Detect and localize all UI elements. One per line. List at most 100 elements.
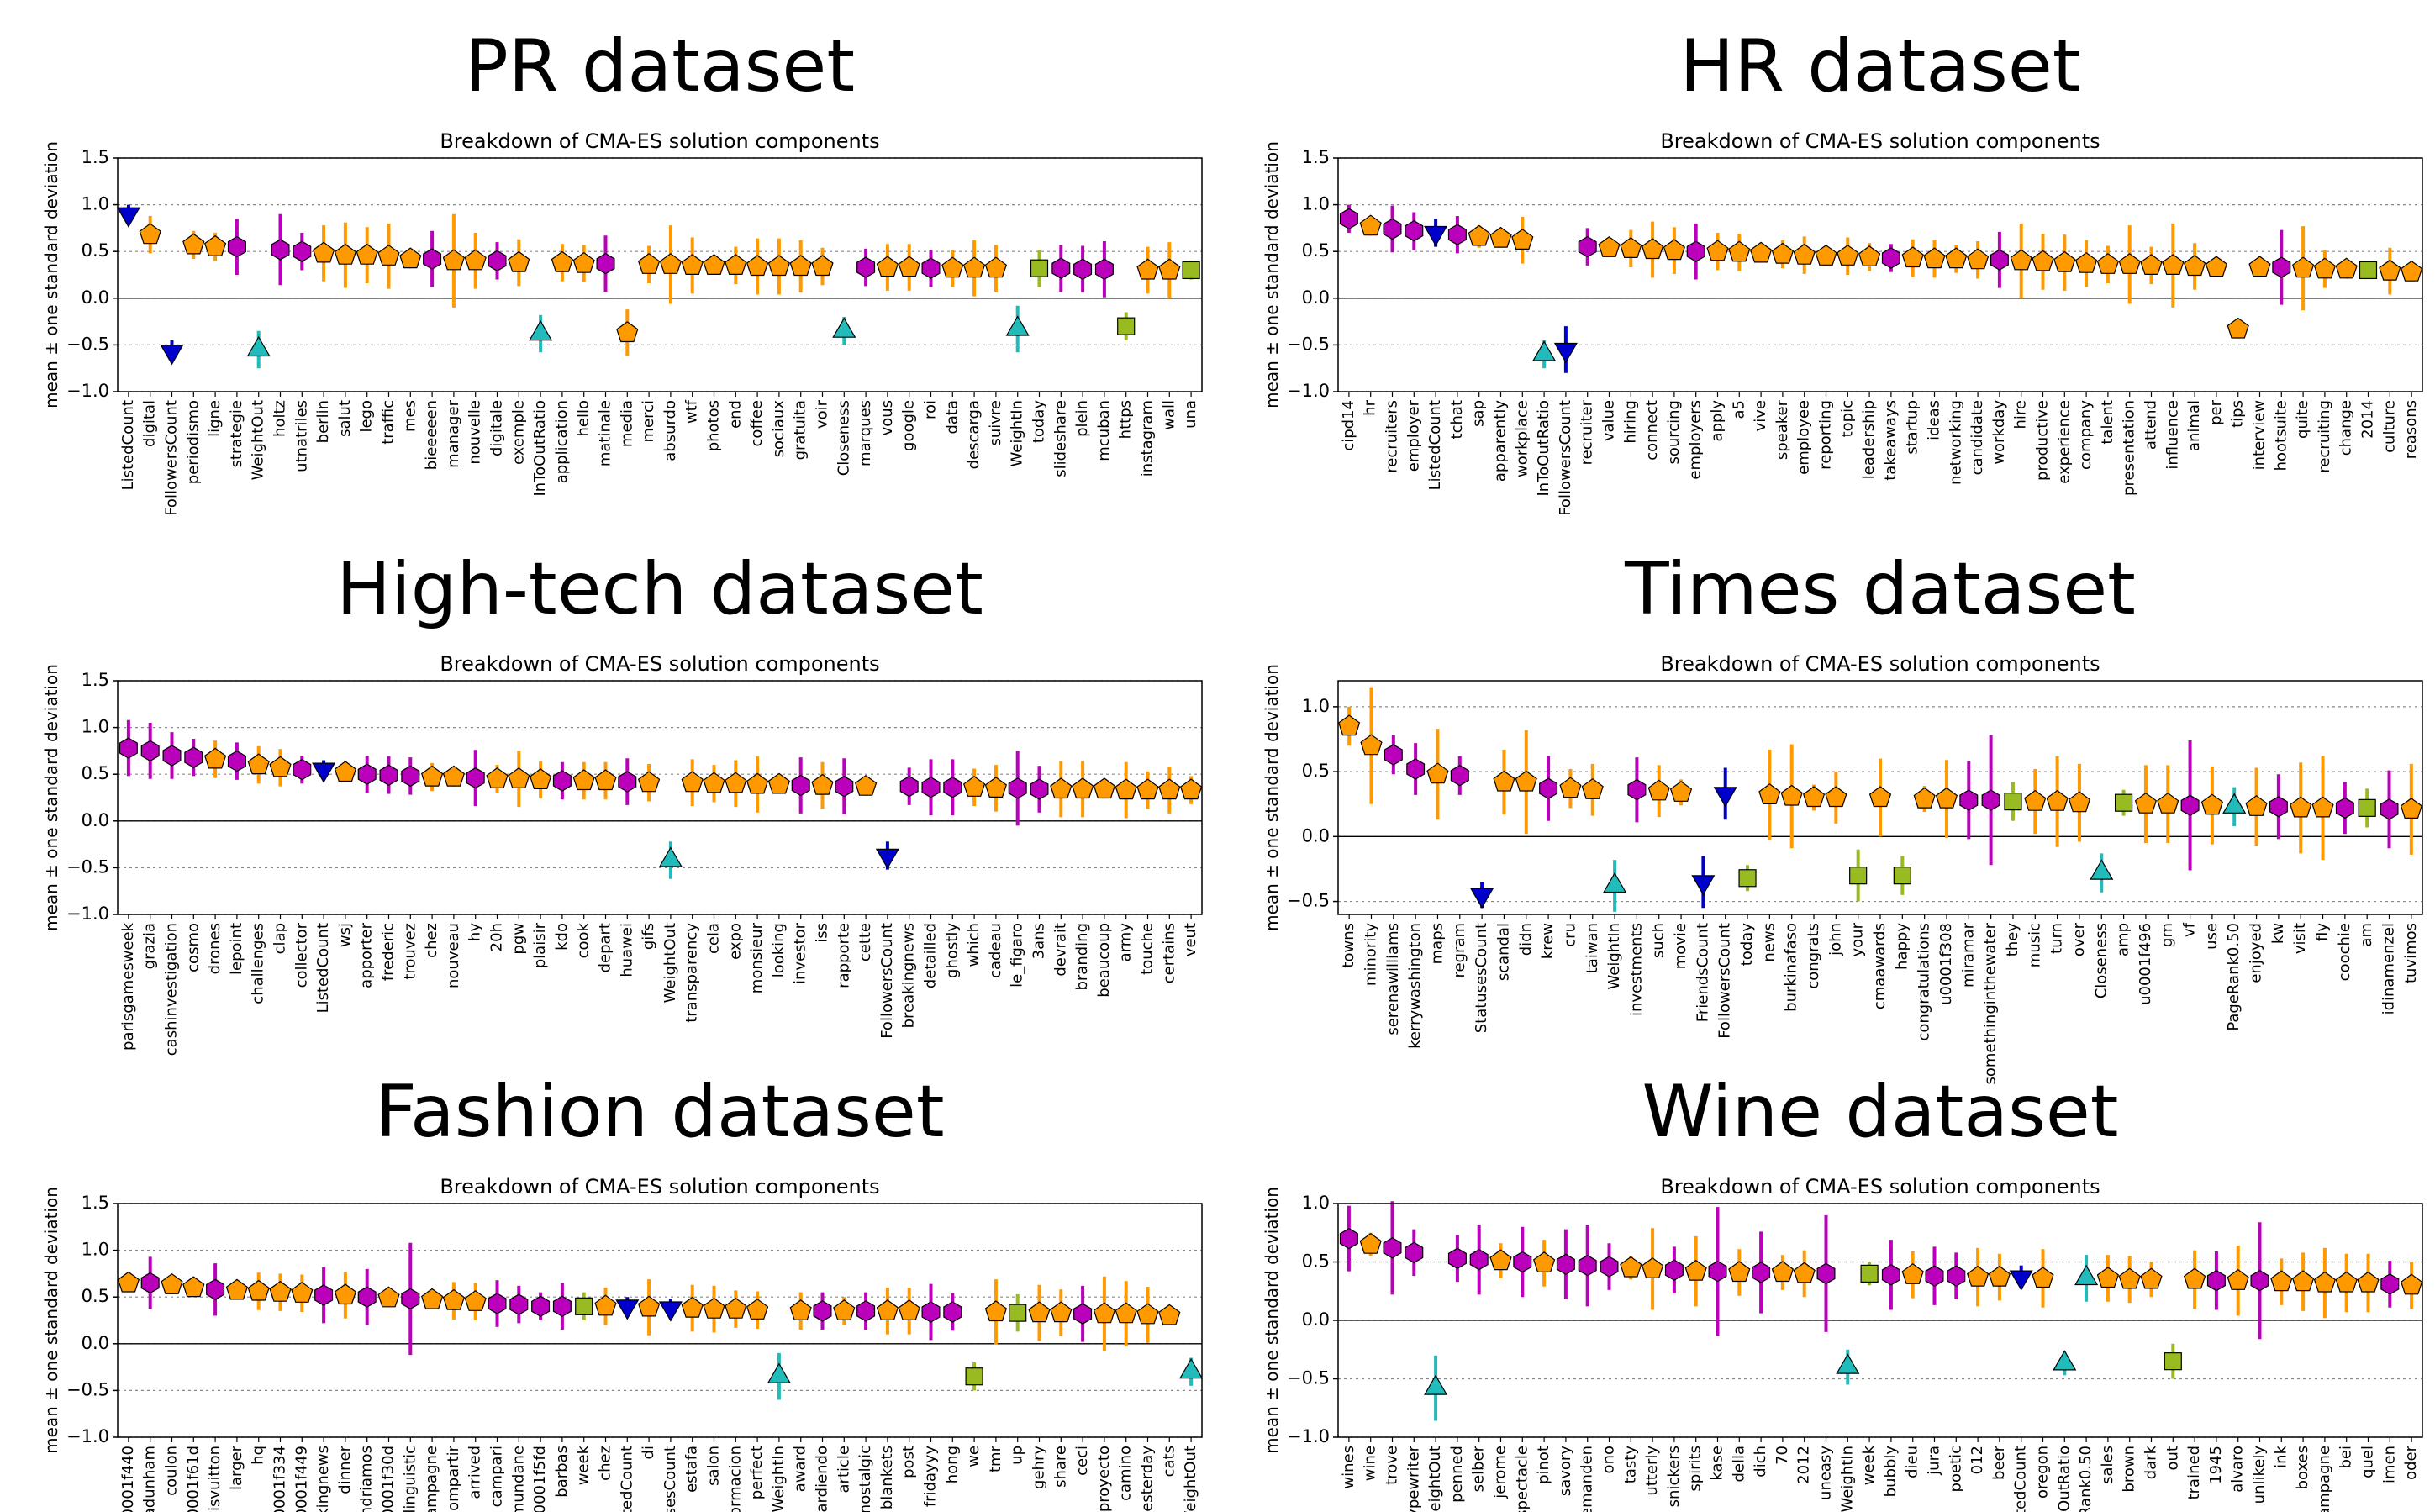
x-tick-label: sales (2099, 1446, 2116, 1484)
data-marker (357, 1286, 377, 1308)
data-marker (1947, 1265, 1966, 1287)
data-marker (789, 1299, 812, 1321)
x-tick-label: dich (1752, 1446, 1769, 1478)
x-tick-label: investor (792, 922, 809, 984)
x-tick-label: 012 (1969, 1446, 1986, 1474)
x-tick-label: perfect (748, 1446, 766, 1499)
x-tick-label: holtz (271, 400, 289, 437)
x-tick-label: alvaro (2229, 1446, 2247, 1493)
x-tick-label: u0001f496 (2137, 923, 2154, 1005)
x-tick-label: hq (250, 1446, 267, 1465)
y-tick-label: 1.0 (82, 717, 109, 737)
data-marker (1706, 240, 1729, 261)
data-marker (1008, 777, 1027, 799)
data-marker (2245, 795, 2268, 816)
y-tick-label: 0.0 (82, 287, 109, 308)
data-marker (420, 765, 444, 787)
data-marker (116, 207, 140, 228)
y-tick-label: 1.0 (1302, 1193, 1330, 1213)
x-tick-label: company (2077, 400, 2095, 470)
data-marker (875, 848, 899, 870)
data-marker (813, 1300, 832, 1322)
x-tick-label: selber (1470, 1445, 1488, 1492)
chart-subtitle: Breakdown of CMA-ES solution components (1660, 652, 2100, 676)
x-tick-label: ideas (1926, 400, 1943, 440)
x-tick-label: sociaux (770, 400, 788, 458)
data-marker (162, 745, 182, 767)
x-tick-label: merci (640, 400, 657, 443)
x-tick-label: chez (423, 923, 440, 958)
x-tick-label: maps (1428, 923, 1446, 964)
data-marker (1816, 1262, 1836, 1285)
x-tick-label: FollowersCount (163, 400, 181, 516)
data-marker (1815, 245, 1837, 266)
x-tick-label: ligne (206, 400, 224, 437)
data-marker (789, 255, 812, 277)
x-tick-label: workday (1990, 400, 2008, 465)
x-tick-label: hy (466, 923, 484, 941)
x-tick-label: article (835, 1446, 852, 1493)
data-marker (2400, 260, 2423, 282)
x-tick-label: campari (488, 1446, 506, 1507)
x-tick-label: cashinvestigation (163, 923, 181, 1056)
x-tick-label: digital (141, 400, 159, 447)
data-marker (1860, 1264, 1879, 1283)
data-marker (1793, 1262, 1816, 1283)
y-axis-label: mean ± one standard deviation (41, 664, 61, 931)
x-tick-label: 0001f61d (184, 1446, 202, 1512)
y-tick-label: 1.0 (1302, 696, 1330, 716)
x-tick-label: visit (2291, 923, 2309, 954)
data-marker (1071, 777, 1094, 799)
data-marker (746, 1299, 769, 1320)
data-marker (2358, 798, 2376, 817)
data-marker (1384, 744, 1403, 766)
x-tick-label: coffee (748, 400, 766, 446)
x-tick-label: we (965, 1446, 983, 1467)
data-marker (119, 737, 138, 759)
data-marker (767, 1362, 791, 1383)
data-marker (1728, 240, 1751, 262)
x-tick-label: wtf (683, 399, 701, 424)
data-marker (2380, 798, 2399, 820)
data-marker (1426, 762, 1449, 784)
data-marker (1728, 1261, 1751, 1283)
x-tick-label: taiwan (1584, 923, 1601, 973)
data-marker (1600, 1256, 1619, 1278)
y-tick-label: 0.0 (1302, 1309, 1330, 1330)
data-marker (681, 254, 704, 275)
data-marker (1881, 1264, 1900, 1286)
data-marker (379, 764, 398, 786)
data-marker (637, 1295, 661, 1317)
x-tick-label: plein (1073, 400, 1091, 437)
x-tick-label: a5 (1730, 400, 1747, 419)
x-tick-label: attend (2142, 400, 2160, 450)
x-tick-label: tuvimos (2402, 923, 2420, 983)
x-tick-label: parisgamesweek (119, 922, 137, 1051)
x-tick-label: ceci (1073, 1446, 1091, 1476)
x-tick-label: tips (2229, 400, 2247, 428)
x-tick-label: oOutRatio (2055, 1446, 2073, 1512)
data-marker (2074, 1264, 2099, 1286)
data-marker (941, 256, 964, 278)
data-marker (2157, 792, 2179, 814)
x-tick-label: takeaways (1882, 400, 1900, 481)
data-marker (2206, 1270, 2226, 1292)
x-tick-label: gehry (1030, 1446, 1048, 1489)
data-marker (767, 255, 791, 277)
x-tick-label: employee (1795, 400, 1813, 475)
data-marker (2118, 1267, 2141, 1289)
data-marker (618, 771, 637, 793)
x-tick-label: InToOutRatio (1535, 400, 1552, 497)
data-marker (1627, 779, 1647, 801)
data-marker (293, 240, 312, 262)
data-marker (1749, 241, 1773, 263)
x-tick-label: plaisir (531, 922, 549, 968)
data-marker (2010, 249, 2032, 271)
data-marker (856, 256, 876, 278)
data-marker (637, 253, 661, 274)
x-tick-label: oder (2402, 1445, 2420, 1480)
data-marker (464, 249, 487, 271)
x-tick-label: idinamenzel (2380, 923, 2398, 1014)
x-tick-label: trained (2185, 1446, 2203, 1499)
data-marker (334, 761, 357, 782)
